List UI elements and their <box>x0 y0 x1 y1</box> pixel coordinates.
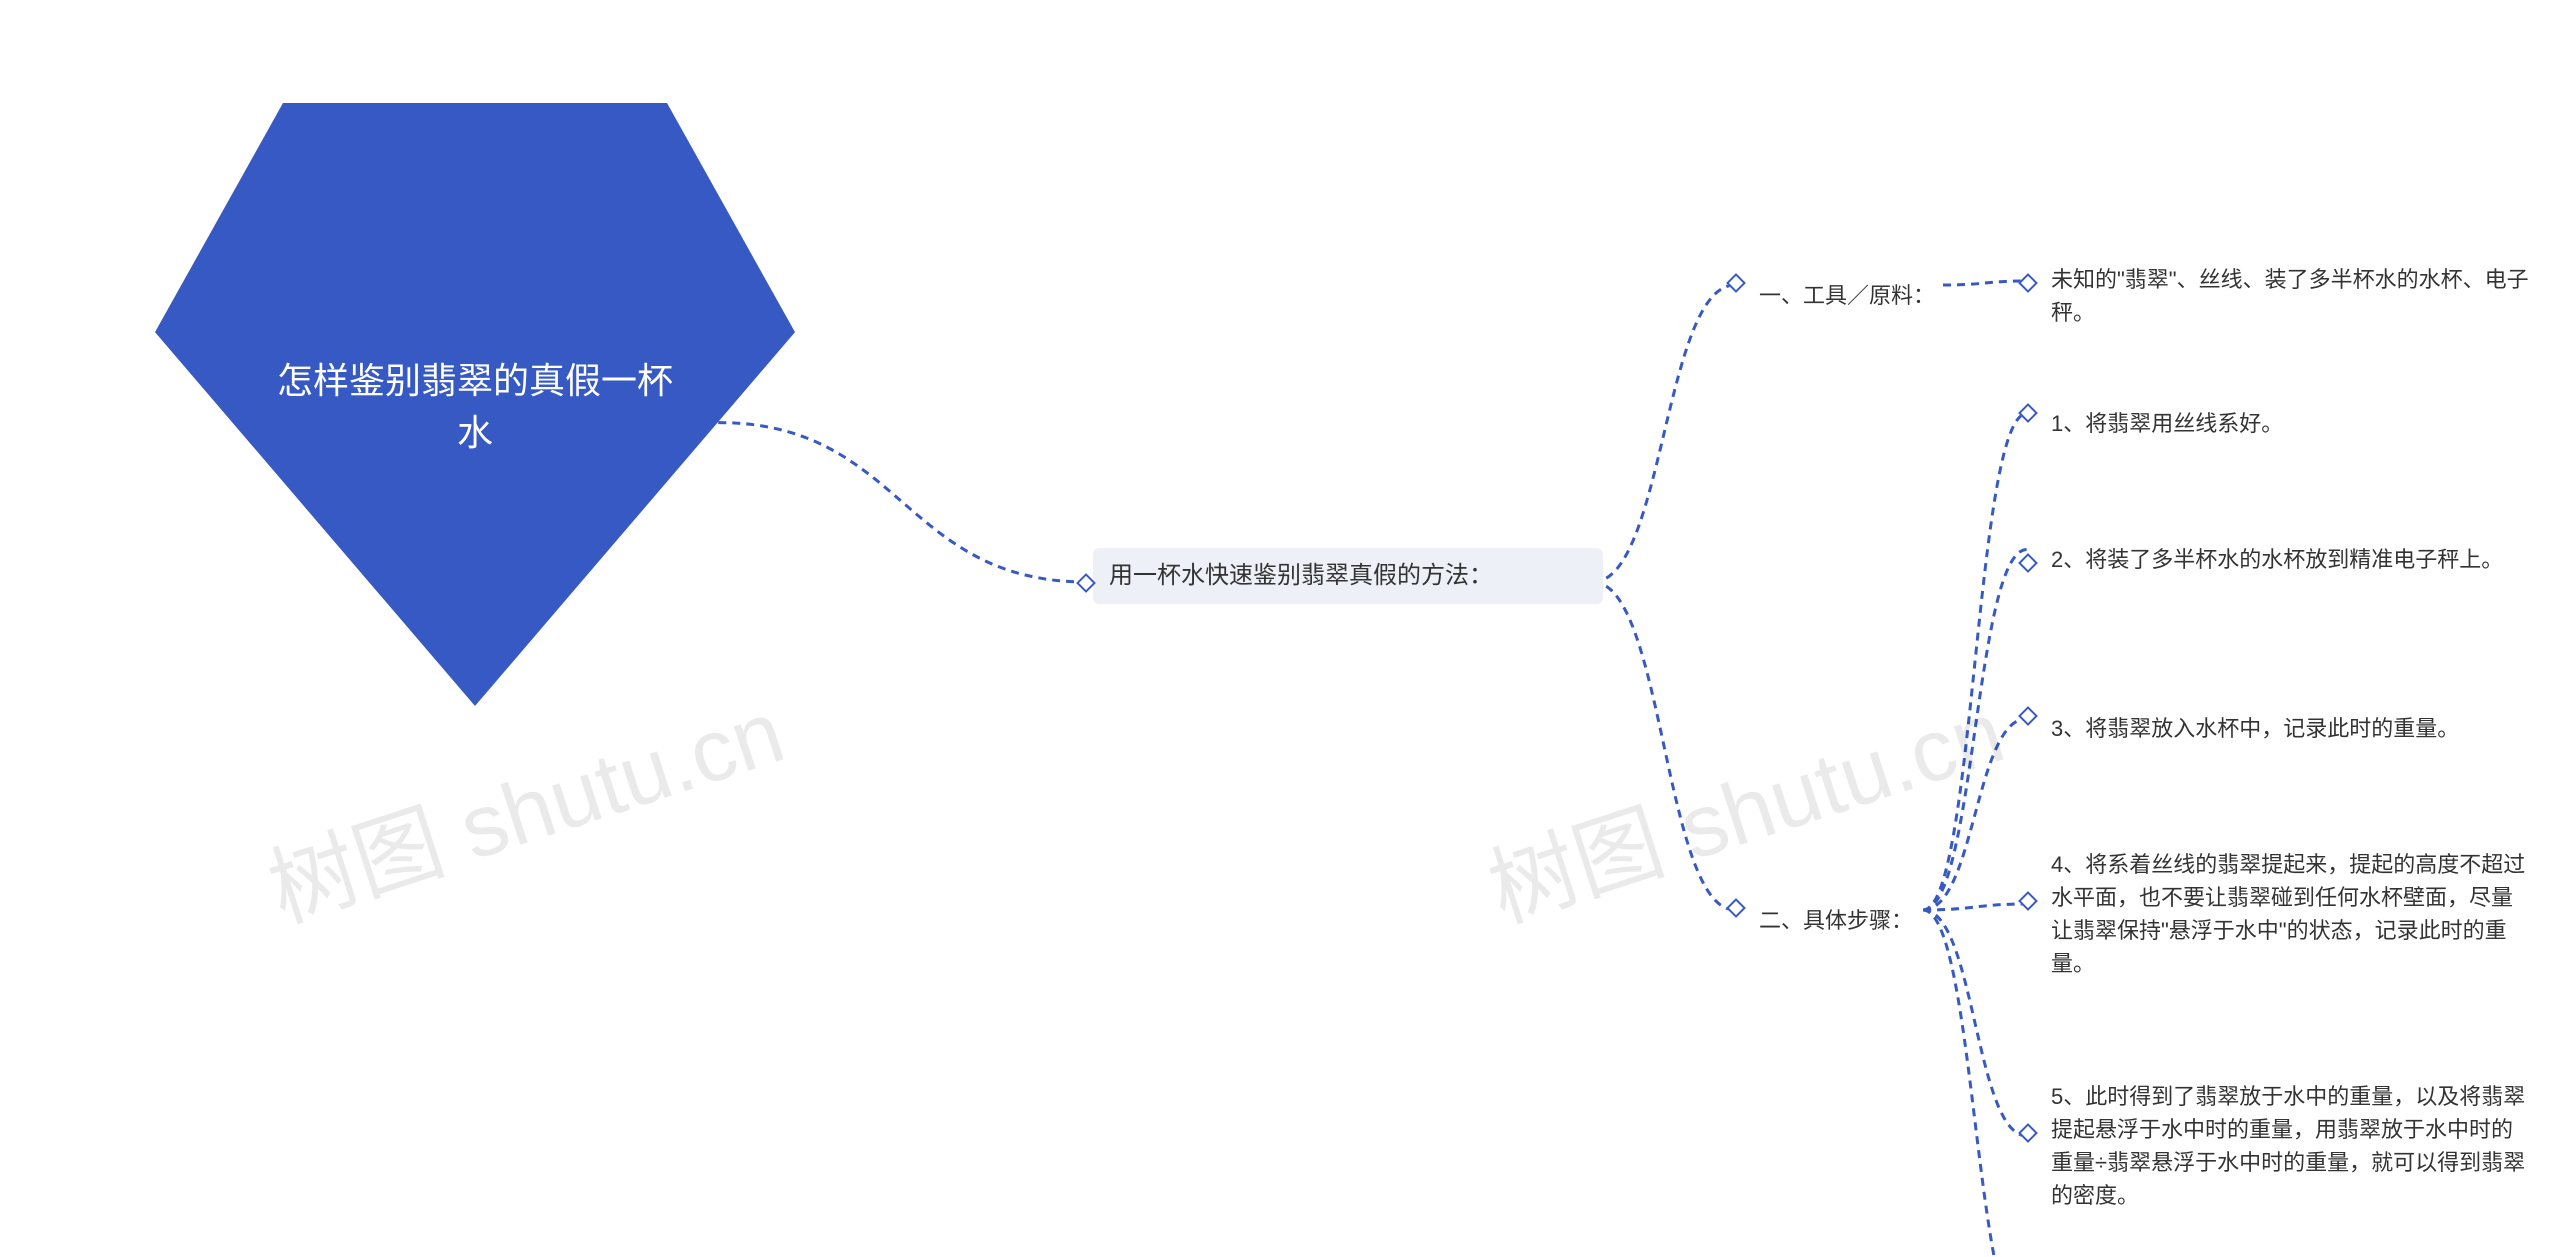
leaf-node: 3、将翡翠放入水杯中，记录此时的重量。 <box>2035 702 2545 755</box>
leaf-node: 2、将装了多半杯水的水杯放到精准电子秤上。 <box>2035 533 2545 586</box>
leaf-node: 5、此时得到了翡翠放于水中的重量，以及将翡翠提起悬浮于水中时的重量，用翡翠放于水… <box>2035 1070 2545 1222</box>
method-node: 用一杯水快速鉴别翡翠真假的方法： <box>1093 548 1603 604</box>
leaf-node: 1、将翡翠用丝线系好。 <box>2035 397 2545 450</box>
root-label: 怎样鉴别翡翠的真假一杯水 <box>275 355 675 459</box>
branch-tools-label: 一、工具／原料： <box>1743 269 1951 322</box>
diagram-canvas: 怎样鉴别翡翠的真假一杯水 用一杯水快速鉴别翡翠真假的方法： 一、工具／原料： 二… <box>0 0 2560 1257</box>
leaf-node: 4、将系着丝线的翡翠提起来，提起的高度不超过水平面，也不要让翡翠碰到任何水杯壁面… <box>2035 838 2545 990</box>
branch-steps-label: 二、具体步骤： <box>1743 894 1929 947</box>
leaf-node: 未知的"翡翠"、丝线、装了多半杯水的水杯、电子秤。 <box>2035 253 2545 339</box>
